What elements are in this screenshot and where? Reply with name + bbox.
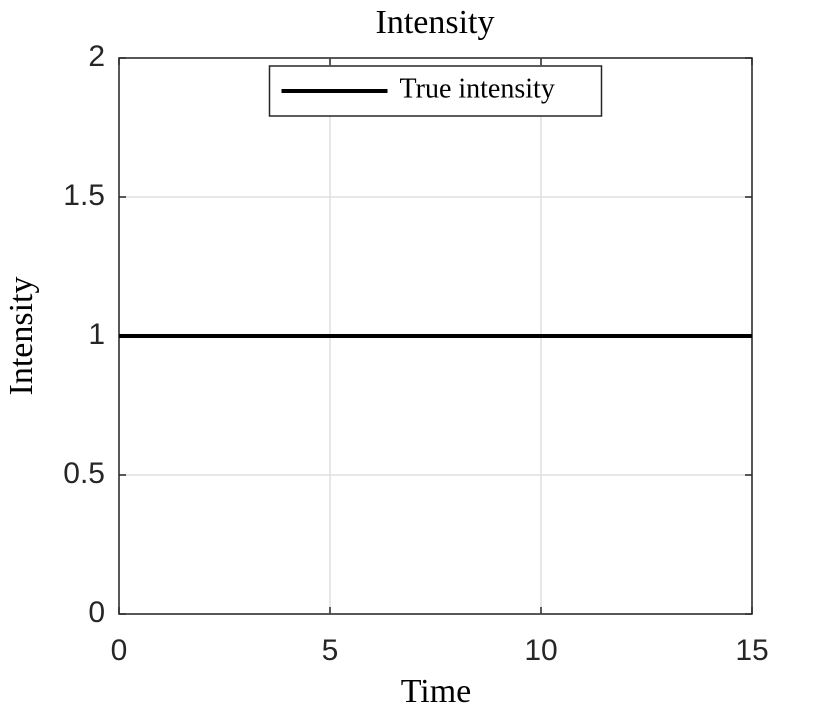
x-tick-label: 5 xyxy=(322,634,339,667)
x-tick-label: 0 xyxy=(111,634,128,667)
y-tick-label: 0 xyxy=(88,596,105,629)
x-tick-label: 10 xyxy=(524,634,557,667)
legend-label: True intensity xyxy=(400,73,555,104)
y-tick-label: 1.5 xyxy=(63,179,105,212)
chart-title: Intensity xyxy=(376,4,495,41)
x-tick-label: 15 xyxy=(735,634,768,667)
y-tick-label: 2 xyxy=(88,40,105,73)
y-tick-label: 0.5 xyxy=(63,457,105,490)
y-tick-label: 1 xyxy=(88,318,105,351)
y-axis-label: Intensity xyxy=(3,277,40,396)
x-axis-label: Time xyxy=(401,673,472,710)
